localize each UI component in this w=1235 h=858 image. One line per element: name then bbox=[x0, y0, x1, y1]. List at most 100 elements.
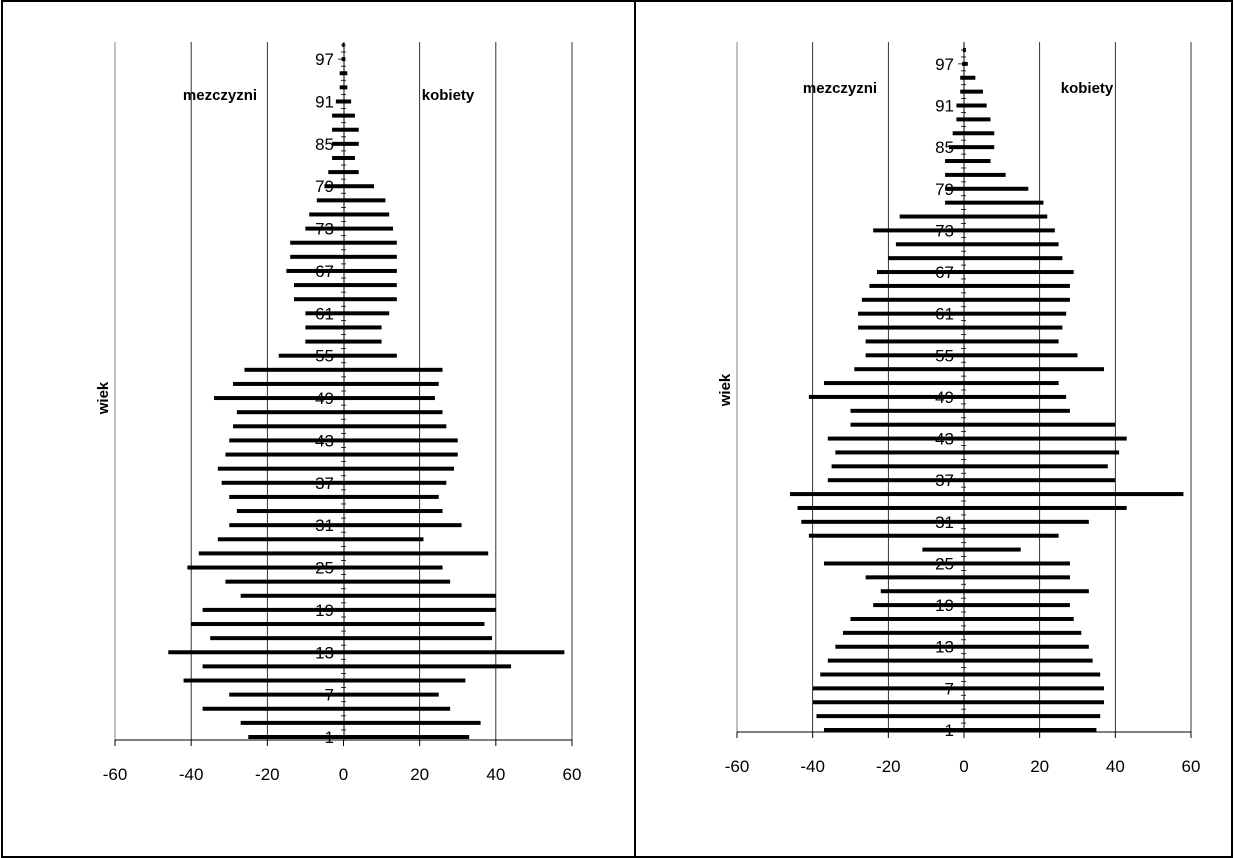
y-tick-label: 79 bbox=[935, 180, 954, 199]
bar-men bbox=[225, 579, 344, 584]
bar-women bbox=[964, 89, 983, 94]
bar-men bbox=[858, 311, 964, 316]
bar-men bbox=[945, 159, 964, 164]
bar-women bbox=[964, 214, 1048, 219]
x-tick-label: 0 bbox=[339, 765, 348, 784]
bar-women bbox=[343, 551, 489, 556]
bar-women bbox=[343, 254, 397, 259]
bar-men bbox=[831, 464, 964, 469]
y-tick-label: 55 bbox=[935, 346, 954, 365]
bar-women bbox=[343, 297, 397, 302]
bar-men bbox=[835, 450, 964, 455]
bar-women bbox=[343, 466, 454, 471]
bar-men bbox=[240, 720, 344, 725]
bar-women bbox=[964, 644, 1089, 649]
bar-men bbox=[945, 186, 964, 191]
bar-men bbox=[835, 644, 964, 649]
bar-women bbox=[964, 339, 1059, 344]
y-tick-label: 31 bbox=[935, 513, 954, 532]
x-tick-label: 20 bbox=[410, 765, 429, 784]
y-tick-label: 55 bbox=[315, 347, 334, 366]
y-tick-label: 13 bbox=[315, 643, 334, 662]
y-tick-label: 37 bbox=[315, 474, 334, 493]
y-tick-label: 19 bbox=[935, 596, 954, 615]
bar-women bbox=[964, 311, 1067, 316]
bar-men bbox=[233, 381, 344, 386]
x-tick-label: 0 bbox=[959, 757, 968, 776]
y-tick-label: 67 bbox=[935, 263, 954, 282]
bar-men bbox=[187, 565, 344, 570]
y-tick-label: 97 bbox=[935, 55, 954, 74]
bar-women bbox=[343, 480, 447, 485]
y-tick-label: 97 bbox=[315, 50, 334, 69]
bar-women bbox=[343, 353, 397, 358]
bar-men bbox=[183, 678, 344, 683]
y-tick-label: 19 bbox=[315, 601, 334, 620]
bar-women bbox=[964, 103, 987, 108]
bar-women bbox=[964, 505, 1127, 510]
bar-women bbox=[964, 478, 1116, 483]
bar-women bbox=[343, 339, 382, 344]
bar-men bbox=[293, 283, 344, 288]
y-tick-label: 1 bbox=[325, 728, 334, 747]
bar-men bbox=[305, 325, 344, 330]
bar-men bbox=[824, 381, 964, 386]
bar-men bbox=[827, 436, 964, 441]
y-tick-label: 85 bbox=[935, 138, 954, 157]
bar-men bbox=[945, 200, 964, 205]
bar-women bbox=[964, 228, 1055, 233]
bar-men bbox=[812, 700, 964, 705]
bar-men bbox=[789, 492, 964, 497]
bar-men bbox=[305, 311, 344, 316]
bar-men bbox=[278, 353, 344, 358]
bar-men bbox=[861, 297, 964, 302]
y-tick-label: 49 bbox=[935, 388, 954, 407]
bar-men bbox=[842, 630, 964, 635]
bar-women bbox=[343, 141, 359, 146]
bar-women bbox=[964, 464, 1108, 469]
bar-men bbox=[865, 575, 964, 580]
bar-men bbox=[290, 254, 344, 259]
bar-women bbox=[964, 575, 1070, 580]
bar-women bbox=[343, 706, 451, 711]
bar-women bbox=[343, 311, 390, 316]
y-tick-label: 25 bbox=[935, 554, 954, 573]
chart-right: -60 -40 -20 0 20 40 60 1 7 13 19 25 31 37 43 49 55 61 67 73… bbox=[725, 42, 1200, 776]
bar-women bbox=[343, 155, 355, 160]
bar-men bbox=[797, 505, 964, 510]
y-tick-label: 25 bbox=[315, 559, 334, 578]
bar-women bbox=[964, 297, 1070, 302]
bar-women bbox=[343, 283, 397, 288]
bar-men bbox=[945, 172, 964, 177]
bar-men bbox=[858, 325, 964, 330]
bar-men bbox=[956, 117, 964, 122]
y-tick-label: 91 bbox=[935, 97, 954, 116]
x-tick-label: -20 bbox=[255, 765, 280, 784]
bar-women bbox=[964, 603, 1070, 608]
bar-women bbox=[964, 630, 1082, 635]
bar-women bbox=[964, 131, 995, 136]
bar-men bbox=[233, 424, 344, 429]
bar-men bbox=[229, 494, 344, 499]
bar-women bbox=[343, 607, 496, 612]
bar-women bbox=[964, 533, 1059, 538]
bar-men bbox=[948, 145, 964, 150]
women-series-label-left: kobiety bbox=[422, 87, 475, 104]
bar-men bbox=[850, 408, 964, 413]
bar-women bbox=[964, 450, 1120, 455]
bar-women bbox=[343, 593, 496, 598]
y-tick-label: 85 bbox=[315, 135, 334, 154]
bar-women bbox=[964, 616, 1074, 621]
bar-men bbox=[895, 242, 964, 247]
bar-women bbox=[964, 436, 1127, 441]
bar-women bbox=[964, 117, 991, 122]
bar-men bbox=[873, 603, 964, 608]
bar-men bbox=[850, 616, 964, 621]
bar-women bbox=[964, 353, 1078, 358]
bar-women bbox=[343, 523, 462, 528]
bar-men bbox=[801, 519, 964, 524]
bar-women bbox=[343, 664, 512, 669]
bar-women bbox=[964, 672, 1101, 677]
bar-men bbox=[309, 212, 344, 217]
